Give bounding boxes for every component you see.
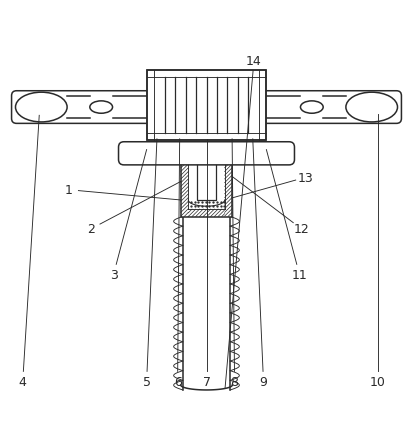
Text: 11: 11 (292, 268, 307, 281)
Text: 12: 12 (294, 223, 309, 236)
FancyBboxPatch shape (12, 92, 401, 124)
Text: 4: 4 (19, 375, 27, 388)
Text: 2: 2 (87, 223, 95, 236)
Ellipse shape (16, 93, 67, 123)
Text: 5: 5 (142, 375, 151, 388)
Bar (181, 157, 232, 217)
Bar (147, 71, 266, 141)
Text: 9: 9 (259, 375, 268, 388)
Text: 3: 3 (109, 268, 118, 281)
Ellipse shape (346, 93, 398, 123)
Ellipse shape (90, 102, 112, 114)
Bar (197, 159, 216, 201)
Ellipse shape (301, 102, 323, 114)
Text: 13: 13 (298, 171, 313, 184)
Text: 10: 10 (370, 375, 386, 388)
Text: 14: 14 (246, 55, 262, 68)
Text: 7: 7 (202, 375, 211, 388)
Text: 8: 8 (230, 375, 239, 388)
Bar (147, 71, 266, 141)
Bar (154, 78, 259, 133)
Text: 6: 6 (173, 375, 182, 388)
Bar (147, 71, 266, 141)
Bar (181, 157, 232, 217)
Text: 1: 1 (64, 184, 72, 197)
FancyBboxPatch shape (119, 142, 294, 165)
